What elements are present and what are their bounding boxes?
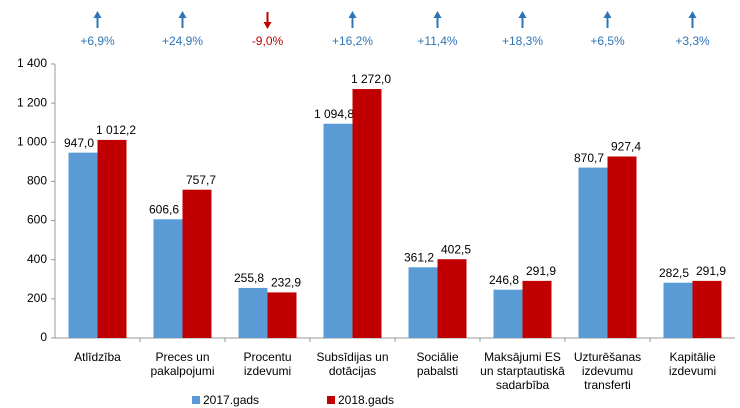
change-label: +18,3% (502, 34, 543, 48)
x-tick-label: Preces un pakalpojumi (150, 350, 215, 378)
arrow-head (518, 11, 527, 18)
x-tick-label: Atlīdzība (74, 350, 121, 364)
bar (323, 123, 353, 339)
value-label: 947,0 (64, 136, 94, 150)
value-label: 291,9 (696, 264, 726, 278)
y-tick-label: 1 000 (17, 134, 47, 148)
change-label: +6,9% (80, 34, 115, 48)
legend-label: 2017.gads (203, 393, 259, 407)
bar (182, 189, 212, 338)
value-label: 361,2 (404, 250, 434, 264)
arrow-head (178, 11, 187, 18)
bar (352, 89, 382, 339)
y-tick-label: 400 (27, 252, 47, 266)
x-tick-label: Uzturēšanas izdevumu transferti (573, 350, 642, 392)
bar (238, 287, 268, 338)
value-label: 232,9 (271, 276, 301, 290)
value-label: 1 012,2 (96, 123, 136, 137)
change-label: +11,4% (417, 34, 457, 48)
change-label: +3,3% (675, 34, 710, 48)
legend-swatch (192, 396, 200, 404)
bar (692, 280, 722, 338)
value-label: 606,6 (149, 202, 179, 216)
bar (97, 139, 127, 338)
arrow-head (433, 11, 442, 18)
value-label: 1 272,0 (351, 72, 391, 86)
arrow-head (688, 11, 697, 18)
bar (663, 282, 693, 338)
y-tick-label: 1 200 (17, 95, 47, 109)
arrow-head (348, 11, 357, 18)
value-label: 757,7 (186, 173, 216, 187)
value-label: 402,5 (441, 242, 471, 256)
bar (578, 167, 608, 338)
legend-swatch (327, 396, 335, 404)
value-label: 870,7 (574, 151, 604, 165)
value-label: 255,8 (234, 271, 264, 285)
legend-label: 2018.gads (338, 393, 394, 407)
change-label: +16,2% (332, 34, 373, 48)
y-tick-label: 200 (27, 291, 47, 305)
bar (267, 292, 297, 338)
y-tick-label: 800 (27, 174, 47, 188)
bar (68, 152, 98, 338)
y-tick-label: 600 (27, 213, 47, 227)
bar (153, 219, 183, 338)
arrow-head (93, 11, 102, 18)
arrow-head (263, 22, 272, 29)
x-tick-label: Procentu izdevumi (243, 350, 292, 378)
bar (408, 267, 438, 338)
y-tick-label: 1 400 (17, 56, 47, 70)
value-label: 282,5 (659, 266, 689, 280)
x-tick-label: Sociālie pabalsti (416, 350, 459, 378)
bar (607, 156, 637, 338)
change-label: -9,0% (252, 34, 284, 48)
x-tick-label: Subsīdijas un dotācijas (316, 350, 389, 378)
value-label: 927,4 (611, 140, 641, 154)
bar (493, 289, 523, 338)
bar (437, 259, 467, 338)
bar (522, 280, 552, 338)
value-label: 246,8 (489, 273, 519, 287)
x-tick-label: Maksājumi ES un starptautiskā sadarbība (480, 350, 565, 392)
y-tick-label: 0 (40, 330, 47, 344)
x-tick-label: Kapitālie izdevumi (668, 350, 717, 378)
change-label: +6,5% (590, 34, 625, 48)
value-label: 291,9 (526, 264, 556, 278)
value-label: 1 094,8 (314, 107, 354, 121)
arrow-head (603, 11, 612, 18)
change-label: +24,9% (162, 34, 203, 48)
